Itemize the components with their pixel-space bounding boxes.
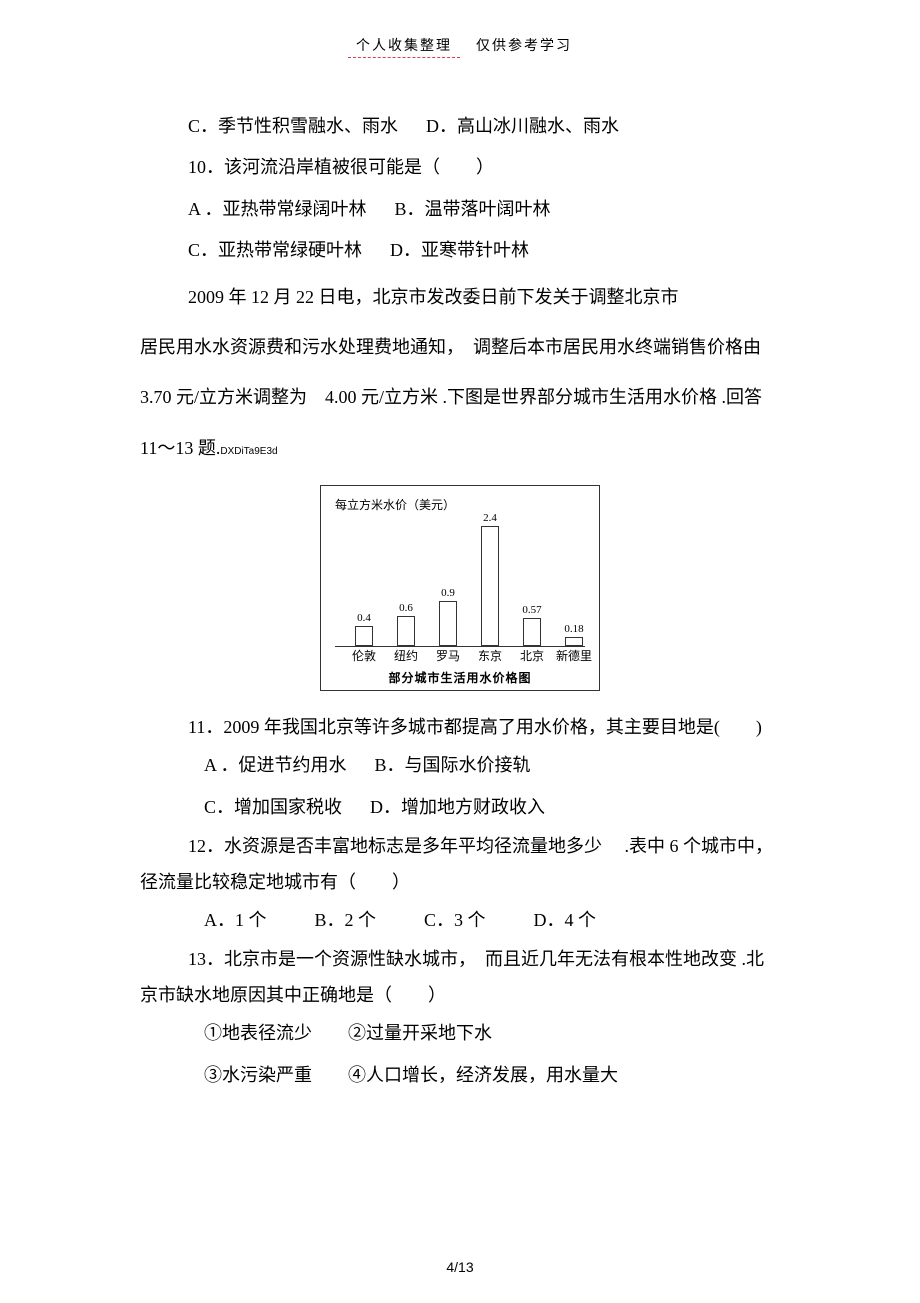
chart-x-label: 新德里	[556, 647, 592, 664]
q10-opt-b: B．温带落叶阔叶林	[395, 199, 551, 219]
passage-line1: 2009 年 12 月 22 日电，北京市发改委日前下发关于调整北京市	[140, 272, 780, 322]
chart-x-axis: 伦敦纽约罗马东京北京新德里	[335, 647, 585, 665]
q12-opt-c: C．3 个	[424, 910, 486, 930]
chart-bar	[481, 526, 499, 646]
passage-line2: 居民用水水资源费和污水处理费地通知， 调整后本市居民用水终端销售价格由 3.70…	[140, 322, 780, 473]
chart-x-label: 罗马	[436, 647, 460, 664]
chart-plot-area: 0.40.60.92.40.570.18	[335, 517, 585, 647]
q13-sub1: ①地表径流少 ②过量开采地下水	[140, 1013, 780, 1054]
q13-sub2: ③水污染严重 ④人口增长，经济发展，用水量大	[140, 1055, 780, 1096]
chart-bar-value: 2.4	[483, 512, 497, 524]
passage-body: 居民用水水资源费和污水处理费地通知， 调整后本市居民用水终端销售价格由 3.70…	[140, 337, 762, 458]
chart-x-label: 纽约	[394, 647, 418, 664]
chart-container: 每立方米水价（美元） 0.4 0.6 0.9 2.4 0.57 0.18 伦敦 纽约 罗马 东京…	[140, 485, 780, 691]
chart-bar	[355, 626, 373, 646]
q10-row-ab: A ．亚热带常绿阔叶林 B．温带落叶阔叶林	[140, 189, 780, 230]
q11-row-ab: A ．促进节约用水 B．与国际水价接轨	[140, 745, 780, 786]
q12-opt-b: B．2 个	[315, 910, 377, 930]
q9-opt-c: C．季节性积雪融水、雨水	[188, 116, 398, 136]
q10-row-cd: C．亚热带常绿硬叶林 D．亚寒带针叶林	[140, 230, 780, 271]
chart-x-label: 伦敦	[352, 647, 376, 664]
q9-opt-d: D．高山冰川融水、雨水	[426, 116, 619, 136]
chart-x-label: 北京	[520, 647, 544, 664]
q10-opt-c: C．亚热带常绿硬叶林	[188, 240, 362, 260]
chart-caption: 部分城市生活用水价格图	[335, 669, 585, 686]
q11-opt-b: B．与国际水价接轨	[375, 755, 531, 775]
chart-bar-value: 0.4	[357, 612, 371, 624]
q11-row-cd: C．增加国家税收 D．增加地方财政收入	[140, 787, 780, 828]
chart-bar-value: 0.18	[564, 623, 583, 635]
q11-stem: 11．2009 年我国北京等许多城市都提高了用水价格，其主要目地是( )	[140, 709, 780, 745]
q12-opt-a: A．1 个	[204, 910, 267, 930]
q13-stem: 13．北京市是一个资源性缺水城市， 而且近几年无法有根本性地改变 .北京市缺水地…	[140, 941, 780, 1013]
chart-x-label: 东京	[478, 647, 502, 664]
q10-opt-d: D．亚寒带针叶林	[390, 240, 529, 260]
chart-bar-value: 0.6	[399, 602, 413, 614]
q10-opt-a: A ．亚热带常绿阔叶林	[188, 199, 367, 219]
chart-bar-value: 0.57	[522, 604, 541, 616]
header-left: 个人收集整理	[348, 35, 460, 58]
header-right: 仅供参考学习	[476, 39, 572, 54]
chart-bar	[565, 637, 583, 646]
q10-stem: 10．该河流沿岸植被很可能是（ ）	[140, 147, 780, 188]
q11-opt-a: A ．促进节约用水	[204, 755, 347, 775]
page-number: 4/13	[0, 1259, 920, 1275]
chart-bar	[397, 616, 415, 646]
chart-ylabel: 每立方米水价（美元）	[335, 496, 585, 513]
chart-bar	[523, 618, 541, 647]
q12-stem: 12．水资源是否丰富地标志是多年平均径流量地多少 .表中 6 个城市中，径流量比…	[140, 828, 780, 900]
q11-opt-c: C．增加国家税收	[204, 797, 342, 817]
q9-options-cd: C．季节性积雪融水、雨水 D．高山冰川融水、雨水	[140, 106, 780, 147]
q12-opt-d: D．4 个	[534, 910, 597, 930]
chart-bar-value: 0.9	[441, 587, 455, 599]
passage-code: DXDiTa9E3d	[220, 446, 277, 457]
chart-bar	[439, 601, 457, 646]
water-price-chart: 每立方米水价（美元） 0.4 0.6 0.9 2.4 0.57 0.18 伦敦 纽约 罗马 东京…	[320, 485, 600, 691]
page-header: 个人收集整理 仅供参考学习	[140, 35, 780, 58]
q11-opt-d: D．增加地方财政收入	[370, 797, 545, 817]
q12-options: A．1 个 B．2 个 C．3 个 D．4 个	[140, 900, 780, 941]
